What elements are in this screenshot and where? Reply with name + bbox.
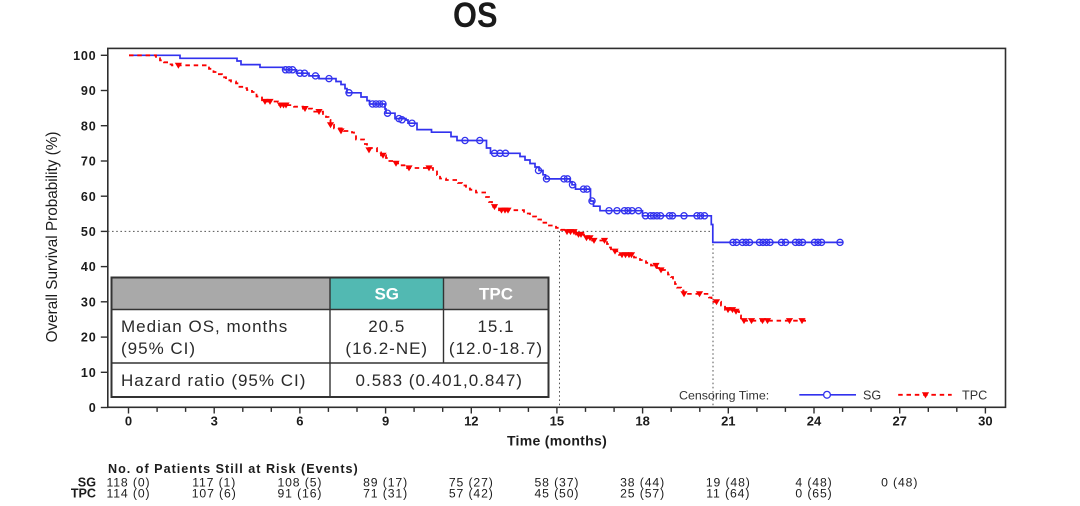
- svg-text:58 (37): 58 (37): [534, 475, 579, 489]
- svg-text:4 (48): 4 (48): [795, 475, 832, 489]
- svg-text:0.583 (0.401,0.847): 0.583 (0.401,0.847): [356, 371, 523, 390]
- svg-text:No. of Patients Still at Risk: No. of Patients Still at Risk (Events): [108, 462, 359, 476]
- svg-text:38 (44): 38 (44): [620, 475, 665, 489]
- svg-text:118 (0): 118 (0): [106, 475, 150, 489]
- svg-text:45 (50): 45 (50): [534, 487, 579, 501]
- svg-text:100: 100: [73, 49, 96, 63]
- svg-text:30: 30: [978, 414, 992, 429]
- svg-text:TPC: TPC: [962, 388, 987, 402]
- svg-text:108 (5): 108 (5): [277, 475, 322, 489]
- svg-text:TPC: TPC: [71, 487, 96, 501]
- svg-text:75 (27): 75 (27): [449, 475, 494, 489]
- svg-text:(95% CI): (95% CI): [121, 339, 196, 358]
- svg-text:19 (48): 19 (48): [706, 475, 751, 489]
- svg-text:25 (57): 25 (57): [620, 487, 665, 501]
- svg-text:107 (6): 107 (6): [192, 487, 237, 501]
- svg-text:15: 15: [550, 414, 564, 429]
- svg-text:11 (64): 11 (64): [706, 487, 750, 501]
- svg-text:27: 27: [892, 414, 906, 429]
- svg-text:91 (16): 91 (16): [277, 487, 322, 501]
- svg-text:60: 60: [81, 190, 97, 204]
- svg-text:80: 80: [81, 119, 97, 133]
- svg-text:6: 6: [296, 414, 303, 429]
- svg-text:Median OS, months: Median OS, months: [121, 317, 288, 336]
- svg-text:Hazard ratio (95% CI): Hazard ratio (95% CI): [121, 371, 306, 390]
- svg-text:89 (17): 89 (17): [363, 475, 408, 489]
- svg-text:57 (42): 57 (42): [449, 487, 494, 501]
- svg-text:0 (65): 0 (65): [795, 487, 832, 501]
- svg-text:114 (0): 114 (0): [106, 487, 150, 501]
- svg-text:20: 20: [81, 331, 97, 345]
- svg-text:TPC: TPC: [479, 285, 513, 304]
- svg-text:0: 0: [89, 401, 97, 415]
- svg-text:70: 70: [81, 155, 97, 169]
- svg-text:Censoring Time:: Censoring Time:: [679, 388, 769, 402]
- svg-text:3: 3: [211, 414, 218, 429]
- svg-text:12: 12: [464, 414, 478, 429]
- svg-text:117 (1): 117 (1): [192, 475, 236, 489]
- svg-text:Time (months): Time (months): [507, 432, 607, 448]
- svg-text:21: 21: [721, 414, 735, 429]
- svg-text:SG: SG: [374, 285, 399, 304]
- svg-text:(12.0-18.7): (12.0-18.7): [449, 339, 543, 358]
- svg-text:20.5: 20.5: [368, 317, 405, 336]
- svg-text:18: 18: [635, 414, 649, 429]
- svg-text:(16.2-NE): (16.2-NE): [345, 339, 428, 358]
- svg-text:15.1: 15.1: [477, 317, 514, 336]
- svg-text:24: 24: [807, 414, 822, 429]
- svg-text:71 (31): 71 (31): [363, 487, 408, 501]
- svg-text:OS: OS: [453, 0, 497, 34]
- svg-text:9: 9: [382, 414, 389, 429]
- svg-text:SG: SG: [78, 475, 96, 489]
- svg-text:0 (48): 0 (48): [881, 475, 918, 489]
- svg-text:Overall Survival Probability (: Overall Survival Probability (%): [44, 132, 61, 343]
- svg-text:50: 50: [81, 225, 97, 239]
- svg-text:10: 10: [81, 366, 97, 380]
- svg-text:90: 90: [81, 84, 97, 98]
- svg-text:40: 40: [81, 260, 97, 274]
- svg-text:0: 0: [125, 414, 132, 429]
- svg-text:SG: SG: [863, 388, 881, 402]
- svg-text:30: 30: [81, 295, 97, 309]
